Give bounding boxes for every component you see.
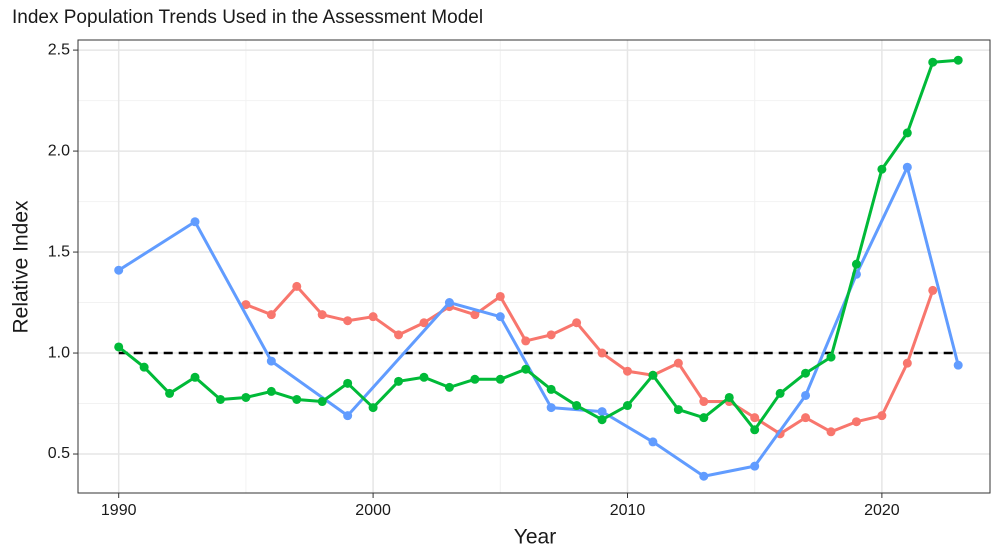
data-point xyxy=(470,374,480,384)
data-point xyxy=(673,405,683,415)
data-point xyxy=(597,407,607,417)
data-point xyxy=(317,397,327,407)
data-point xyxy=(114,265,124,275)
y-tick-label: 0.5 xyxy=(48,445,70,462)
data-point xyxy=(597,348,607,358)
data-point xyxy=(750,413,760,423)
data-point xyxy=(851,417,861,427)
data-point xyxy=(266,310,276,320)
x-tick-label: 2010 xyxy=(610,502,646,519)
data-point xyxy=(343,378,353,388)
data-point xyxy=(622,401,632,411)
data-point xyxy=(419,372,429,382)
data-point xyxy=(470,310,480,320)
data-point xyxy=(241,300,251,310)
data-point xyxy=(546,403,556,413)
data-point xyxy=(801,413,811,423)
data-point xyxy=(165,388,175,398)
data-point xyxy=(521,336,531,346)
data-point xyxy=(877,411,887,421)
data-point xyxy=(826,352,836,362)
data-point xyxy=(826,427,836,437)
data-point xyxy=(801,368,811,378)
data-point xyxy=(190,217,200,227)
data-point xyxy=(902,162,912,172)
data-point xyxy=(673,358,683,368)
data-point xyxy=(928,57,938,67)
y-tick-label: 2.0 xyxy=(48,142,70,159)
data-point xyxy=(572,401,582,411)
data-point xyxy=(215,394,225,404)
data-point xyxy=(648,437,658,447)
data-point xyxy=(572,318,582,328)
series-line xyxy=(117,58,959,432)
data-point xyxy=(546,330,556,340)
data-point xyxy=(394,376,404,386)
data-point xyxy=(750,425,760,435)
data-point xyxy=(139,362,149,372)
y-axis-label: Relative Index xyxy=(10,200,33,334)
data-point xyxy=(801,390,811,400)
data-point xyxy=(317,310,327,320)
data-point xyxy=(597,415,607,425)
data-point xyxy=(419,318,429,328)
series-line xyxy=(245,284,935,436)
data-point xyxy=(266,356,276,366)
data-point xyxy=(699,413,709,423)
y-tick-label: 2.5 xyxy=(48,41,70,58)
data-point xyxy=(343,316,353,326)
data-point xyxy=(444,298,454,308)
data-point xyxy=(699,471,709,481)
data-point xyxy=(851,259,861,269)
data-point xyxy=(368,312,378,322)
data-point xyxy=(953,55,963,65)
data-point xyxy=(928,285,938,295)
data-point xyxy=(622,366,632,376)
data-point xyxy=(241,392,251,402)
data-point xyxy=(902,128,912,138)
data-point xyxy=(699,397,709,407)
data-point xyxy=(495,291,505,301)
data-point xyxy=(775,388,785,398)
y-tick-label: 1.0 xyxy=(48,344,70,361)
data-point xyxy=(495,312,505,322)
data-point xyxy=(114,342,124,352)
x-axis-label: Year xyxy=(514,526,556,549)
data-point xyxy=(368,403,378,413)
y-tick-label: 1.5 xyxy=(48,243,70,260)
chart-title: Index Population Trends Used in the Asse… xyxy=(12,7,483,28)
data-point xyxy=(343,411,353,421)
data-point xyxy=(902,358,912,368)
data-point xyxy=(877,164,887,174)
data-point xyxy=(648,370,658,380)
plot-border xyxy=(77,39,991,494)
x-tick-label: 2000 xyxy=(355,502,391,519)
data-point xyxy=(190,372,200,382)
data-point xyxy=(724,392,734,402)
data-point xyxy=(953,360,963,370)
data-point xyxy=(444,382,454,392)
x-tick-label: 2020 xyxy=(864,502,900,519)
data-point xyxy=(266,386,276,396)
data-point xyxy=(495,374,505,384)
data-point xyxy=(292,394,302,404)
data-point xyxy=(292,281,302,291)
x-tick-label: 1990 xyxy=(101,502,137,519)
data-point xyxy=(521,364,531,374)
data-point xyxy=(750,461,760,471)
data-point xyxy=(394,330,404,340)
data-point xyxy=(546,384,556,394)
